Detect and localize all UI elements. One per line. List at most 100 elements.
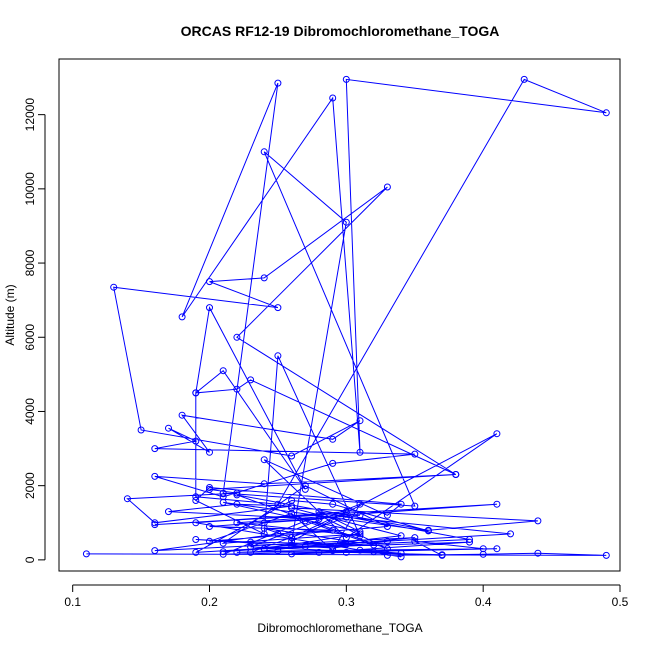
data-point [206, 485, 213, 493]
data-point [274, 352, 282, 360]
data-point [192, 497, 200, 504]
data-point [192, 536, 200, 543]
data-point [178, 411, 186, 419]
data-point [356, 528, 364, 536]
data-point [247, 543, 255, 551]
data-point [137, 426, 145, 434]
data-point [356, 500, 364, 508]
data-point [315, 515, 323, 523]
data-point [151, 472, 159, 480]
data-point [329, 526, 337, 534]
data-point [233, 519, 241, 527]
data-point [192, 519, 200, 527]
data-point [493, 545, 501, 553]
data-point [397, 553, 405, 561]
data-point [479, 545, 487, 553]
data-point [233, 491, 241, 499]
data-point [260, 274, 268, 282]
data-point [219, 548, 227, 556]
data-point [165, 424, 172, 432]
x-tick-label: 0.5 [612, 595, 629, 609]
data-point [288, 537, 296, 545]
data-point [466, 536, 473, 543]
data-point [342, 548, 350, 556]
y-tick-label: 2000 [23, 472, 37, 499]
data-point [315, 548, 323, 556]
data-point [260, 545, 268, 553]
plot-frame [58, 58, 621, 572]
data-point [260, 148, 268, 156]
data-point [206, 304, 213, 312]
data-point [370, 548, 378, 556]
data-point [315, 511, 323, 519]
y-axis-label: Altitude (m) [3, 284, 17, 345]
data-point [288, 550, 296, 558]
data-point [370, 541, 378, 549]
x-tick-label: 0.3 [338, 595, 355, 609]
data-point [301, 485, 309, 493]
data-point [192, 389, 200, 397]
data-point [383, 537, 391, 545]
data-point [383, 183, 391, 191]
data-point [329, 500, 337, 508]
data-point [165, 508, 172, 516]
data-point [602, 109, 610, 117]
data-point [356, 532, 364, 540]
data-point [411, 534, 419, 542]
data-point [452, 471, 460, 478]
data-point [397, 532, 405, 540]
data-point [233, 548, 241, 556]
data-point [493, 430, 501, 438]
y-tick-label: 0 [23, 556, 37, 563]
y-tick-label: 6000 [23, 324, 37, 351]
data-point [206, 523, 213, 530]
data-point [329, 544, 337, 552]
data-point [329, 459, 337, 467]
data-point [178, 313, 186, 321]
data-point [151, 547, 159, 555]
data-point [466, 538, 473, 546]
x-axis-label: Dibromochloromethane_TOGA [257, 621, 422, 635]
data-point [206, 278, 213, 286]
data-point [151, 445, 159, 453]
y-tick-label: 10000 [23, 172, 37, 206]
data-point [110, 283, 118, 291]
y-tick-label: 8000 [23, 249, 37, 276]
data-point [342, 508, 350, 516]
data-point [329, 94, 337, 102]
data-point [534, 517, 542, 525]
data-point [123, 495, 131, 503]
data-point [301, 517, 309, 525]
data-point [260, 524, 268, 532]
data-point [411, 502, 419, 510]
data-point [274, 304, 282, 312]
series-layer [82, 75, 610, 561]
data-point [342, 540, 350, 548]
data-point [274, 79, 282, 87]
data-point [82, 550, 90, 558]
data-point [260, 480, 268, 488]
data-point [411, 537, 419, 545]
x-axis: 0.1 0.2 0.3 0.4 0.5 [64, 584, 629, 609]
data-point [288, 510, 296, 517]
data-point [342, 218, 350, 226]
data-point [383, 523, 391, 530]
data-point [233, 333, 241, 341]
data-point [274, 547, 282, 555]
data-point [233, 500, 241, 508]
data-point [260, 456, 268, 464]
data-point [274, 530, 282, 538]
data-point [315, 508, 323, 516]
data-point [356, 448, 364, 456]
data-point [507, 530, 514, 538]
data-point [356, 511, 364, 519]
data-point [206, 537, 213, 545]
data-point [520, 75, 528, 83]
data-point [342, 75, 350, 83]
data-point [192, 548, 200, 556]
data-point [493, 500, 501, 508]
data-point [288, 534, 296, 542]
x-tick-label: 0.1 [64, 595, 81, 609]
data-point [219, 550, 227, 558]
